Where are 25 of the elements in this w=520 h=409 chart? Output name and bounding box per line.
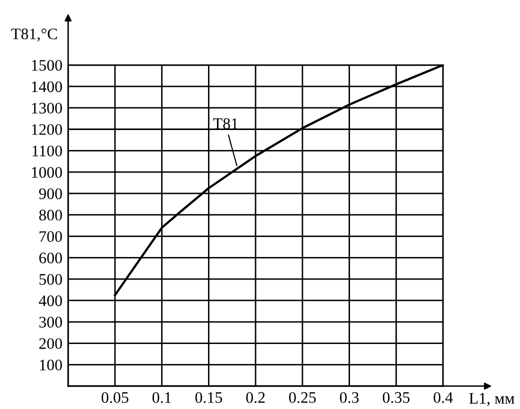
y-tick-label: 600 xyxy=(39,252,62,264)
y-tick-label: 800 xyxy=(39,210,62,221)
x-axis-title: L1, мм xyxy=(469,393,514,406)
y-tick-label: 1200 xyxy=(32,124,62,135)
y-tick-label: 300 xyxy=(39,316,62,328)
x-tick-label: 0.3 xyxy=(340,392,359,403)
x-tick-label: 0.4 xyxy=(434,392,453,403)
x-tick-label: 0.25 xyxy=(289,392,316,403)
y-tick-label: 1400 xyxy=(32,81,62,92)
y-tick-label: 1300 xyxy=(32,102,62,114)
y-axis-title: T81,°C xyxy=(11,28,57,42)
x-tick-label: 0.15 xyxy=(195,392,222,403)
x-tick-label: 0.2 xyxy=(246,392,265,403)
y-tick-label: 100 xyxy=(40,360,62,370)
x-tick-label: 0.1 xyxy=(152,392,171,403)
y-tick-label: 500 xyxy=(40,274,62,285)
x-tick-label: 0.05 xyxy=(102,392,128,403)
y-tick-label: 200 xyxy=(39,338,62,349)
x-tick-label: 0.35 xyxy=(382,392,410,403)
y-tick-label: 400 xyxy=(38,295,62,306)
y-tick-label: 1100 xyxy=(32,146,62,156)
y-tick-label: 900 xyxy=(39,188,62,200)
y-tick-label: 1000 xyxy=(32,166,62,178)
y-tick-label: 1500 xyxy=(32,60,62,71)
y-tick-label: 700 xyxy=(40,231,62,242)
